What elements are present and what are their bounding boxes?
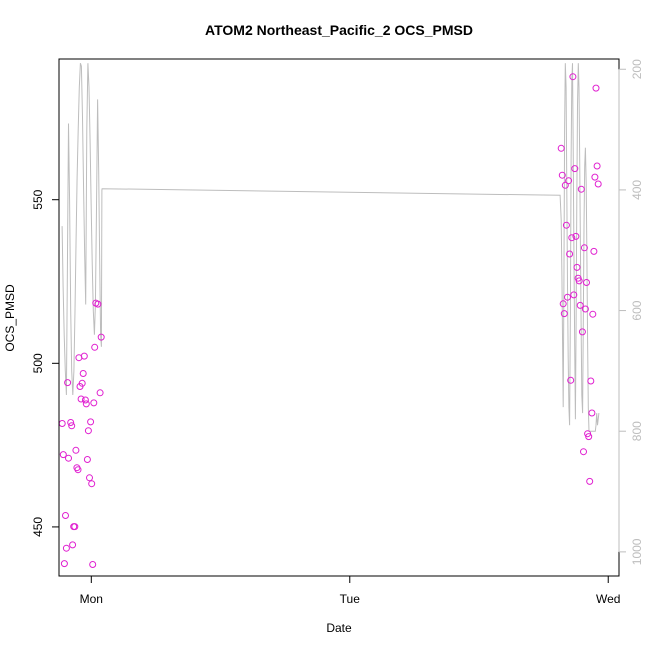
data-point xyxy=(67,419,75,426)
y-axis-label: OCS_PMSD xyxy=(3,284,17,352)
data-point xyxy=(594,180,602,188)
data-point xyxy=(575,277,583,285)
data-point xyxy=(84,427,92,435)
x-tick-label: Tue xyxy=(340,592,361,606)
data-point xyxy=(88,480,96,488)
data-point xyxy=(81,396,89,404)
data-point xyxy=(558,171,566,179)
data-point xyxy=(576,301,584,309)
x-axis: Mon Tue Wed xyxy=(80,575,620,606)
y-left-tick-label: 550 xyxy=(31,189,45,209)
data-point xyxy=(65,454,72,462)
ocs-pmsd-points-layer xyxy=(58,73,602,568)
data-point xyxy=(62,512,69,519)
data-point xyxy=(94,300,102,308)
data-point xyxy=(71,523,79,531)
data-point xyxy=(591,173,599,181)
x-axis-label: Date xyxy=(326,621,352,635)
data-point xyxy=(79,370,87,377)
data-point xyxy=(577,185,585,193)
data-point xyxy=(82,400,90,408)
data-point xyxy=(97,333,105,341)
data-point xyxy=(589,310,597,318)
y-axis-right: 200 400 600 800 1000 xyxy=(618,59,644,565)
data-point xyxy=(586,477,594,485)
data-point xyxy=(590,247,598,255)
data-point xyxy=(77,395,85,403)
data-point xyxy=(593,162,601,170)
data-point xyxy=(572,232,580,240)
data-point xyxy=(585,433,593,441)
data-point xyxy=(68,422,76,430)
data-point xyxy=(568,234,576,242)
data-point xyxy=(60,560,68,568)
data-point xyxy=(573,263,581,271)
y-left-tick-label: 500 xyxy=(31,353,45,373)
data-point xyxy=(587,377,595,385)
y-right-tick-label: 600 xyxy=(630,300,644,320)
data-point xyxy=(592,84,600,92)
data-point xyxy=(588,409,596,417)
data-point xyxy=(561,181,569,189)
data-point xyxy=(571,165,579,173)
data-point xyxy=(69,541,77,549)
data-point xyxy=(581,305,589,313)
data-point xyxy=(580,244,588,252)
data-point xyxy=(565,177,573,185)
data-point xyxy=(564,293,571,301)
data-point xyxy=(566,250,574,258)
depth-line xyxy=(61,63,600,432)
data-point xyxy=(562,221,570,229)
data-point xyxy=(583,279,590,286)
data-point xyxy=(59,451,67,459)
data-point xyxy=(559,300,567,308)
y-right-tick-label: 1000 xyxy=(630,538,644,565)
y-left-tick-label: 450 xyxy=(31,517,45,537)
data-point xyxy=(570,291,578,299)
data-point xyxy=(578,328,586,336)
data-point xyxy=(86,474,93,482)
chart-title: ATOM2 Northeast_Pacific_2 OCS_PMSD xyxy=(205,22,473,38)
data-point xyxy=(80,352,88,360)
data-point xyxy=(90,399,98,407)
data-point xyxy=(89,561,97,568)
data-point xyxy=(91,343,99,351)
data-point xyxy=(569,73,577,81)
data-point xyxy=(64,379,72,387)
data-point xyxy=(74,466,82,474)
data-point xyxy=(567,376,575,384)
data-point xyxy=(560,310,568,318)
y-right-tick-label: 400 xyxy=(630,180,644,200)
data-point xyxy=(72,446,80,454)
data-point xyxy=(96,389,104,397)
data-point xyxy=(83,456,91,463)
data-point xyxy=(557,144,565,152)
data-point xyxy=(580,448,587,456)
data-point xyxy=(78,379,86,387)
depth-line-layer xyxy=(61,63,600,432)
x-tick-label: Wed xyxy=(596,592,620,606)
y-right-tick-label: 800 xyxy=(630,421,644,441)
y-axis-left: 450 500 550 xyxy=(31,189,60,537)
y-right-tick-label: 200 xyxy=(630,59,644,79)
data-point xyxy=(62,544,70,552)
x-tick-label: Mon xyxy=(80,592,103,606)
data-point xyxy=(87,418,95,426)
